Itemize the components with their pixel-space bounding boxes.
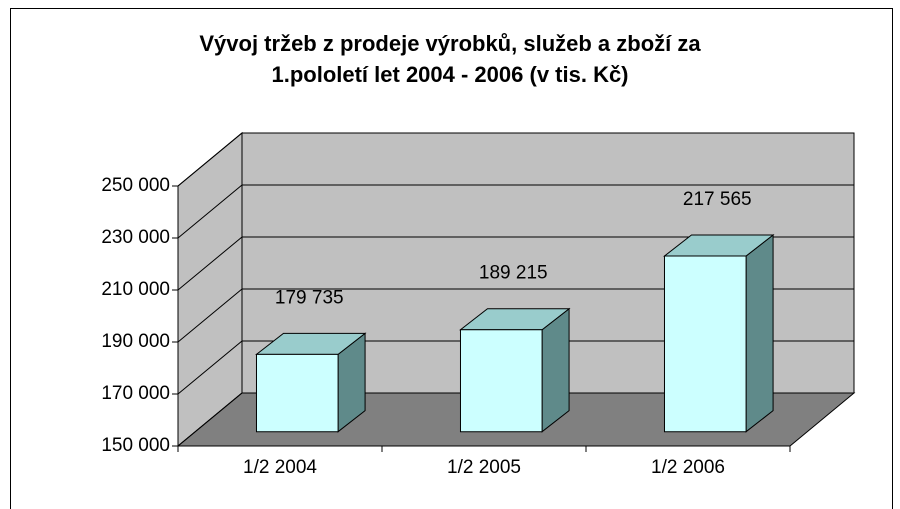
- value-label: 189 215: [479, 263, 548, 284]
- chart-title: Vývoj tržeb z prodeje výrobků, služeb a …: [199, 31, 701, 56]
- grid-line: [177, 132, 854, 187]
- side-wall: [177, 131, 243, 448]
- y-tick-label: 230 000: [101, 227, 170, 248]
- bar: [255, 332, 367, 433]
- bar-front: [459, 329, 543, 433]
- y-tick-label: 210 000: [101, 279, 170, 300]
- bar: [663, 233, 775, 433]
- y-tick-label: 170 000: [101, 383, 170, 404]
- value-label: 217 565: [683, 189, 752, 210]
- x-tick-label: 1/2 2004: [243, 457, 317, 478]
- grid-line: [177, 392, 854, 447]
- grid-line: [177, 184, 854, 239]
- bar-front: [255, 353, 339, 433]
- bar: [459, 307, 571, 433]
- x-tick-label: 1/2 2005: [447, 457, 521, 478]
- chart-title: 1.pololetí let 2004 - 2006 (v tis. Kč): [271, 62, 628, 87]
- y-tick-label: 150 000: [101, 435, 170, 456]
- grid-line: [177, 340, 854, 395]
- bar-front: [663, 255, 747, 433]
- x-tick-label: 1/2 2006: [651, 457, 725, 478]
- grid-line: [177, 288, 854, 343]
- grid-line: [177, 236, 854, 291]
- value-label: 179 735: [275, 287, 344, 308]
- y-tick-label: 190 000: [101, 331, 170, 352]
- bar-side: [745, 233, 774, 433]
- y-tick-label: 250 000: [101, 175, 170, 196]
